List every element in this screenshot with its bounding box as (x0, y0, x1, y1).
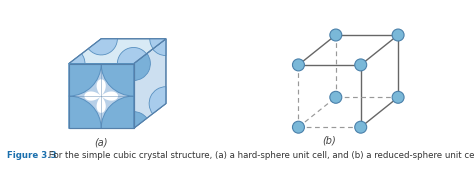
Text: (a): (a) (94, 137, 108, 147)
Wedge shape (101, 96, 134, 128)
Wedge shape (149, 87, 166, 114)
Wedge shape (69, 64, 101, 96)
Wedge shape (118, 47, 146, 64)
Circle shape (330, 91, 342, 103)
Wedge shape (88, 39, 118, 55)
Circle shape (355, 59, 367, 71)
Wedge shape (134, 112, 147, 128)
Wedge shape (69, 54, 85, 64)
Text: Figure 3.3: Figure 3.3 (7, 151, 57, 160)
Polygon shape (84, 79, 118, 113)
Wedge shape (153, 39, 166, 56)
Polygon shape (134, 39, 166, 128)
Polygon shape (69, 64, 134, 128)
Wedge shape (101, 64, 134, 96)
Text: For the simple cubic crystal structure, (a) a hard-sphere unit cell, and (b) a r: For the simple cubic crystal structure, … (46, 151, 474, 160)
Circle shape (392, 29, 404, 41)
Wedge shape (150, 39, 166, 49)
Circle shape (392, 91, 404, 103)
Wedge shape (69, 96, 101, 128)
Circle shape (292, 121, 304, 133)
Polygon shape (69, 39, 166, 64)
Wedge shape (134, 53, 150, 80)
Circle shape (292, 59, 304, 71)
Text: (b): (b) (323, 136, 337, 146)
Circle shape (355, 121, 367, 133)
Circle shape (330, 29, 342, 41)
